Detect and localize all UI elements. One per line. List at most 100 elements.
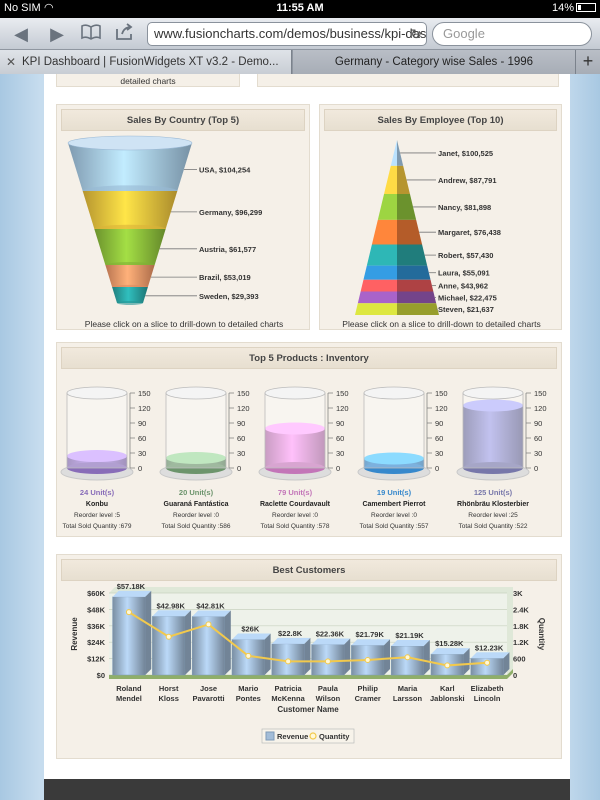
y2-tick-label: 1.8K	[513, 622, 529, 631]
legend-box	[261, 728, 355, 744]
revenue-value-label: $22.8K	[278, 629, 303, 638]
revenue-bar-side	[423, 640, 430, 675]
cylinder-fill	[265, 428, 325, 468]
revenue-bar	[152, 616, 186, 676]
gauge-tick-label: 120	[435, 404, 448, 413]
funnel-slice-usa	[68, 143, 192, 191]
funnel-slice-sweden	[112, 287, 148, 303]
inventory-value: 79 Unit(s)	[278, 488, 313, 497]
pyramid-slice-shade	[397, 165, 410, 195]
quantity-point	[205, 621, 212, 628]
previous-panel-fragment: detailed charts	[56, 74, 240, 87]
gauge-tick-label: 0	[237, 464, 241, 473]
new-tab-icon[interactable]: +	[575, 50, 600, 74]
cylinder-rim	[66, 386, 128, 400]
funnel-top-rim	[67, 135, 193, 151]
cylinder-fill	[463, 405, 523, 468]
cylinder-glass	[462, 392, 524, 469]
reorder-level: Reorder level :0	[173, 512, 219, 519]
category-label: Pontes	[236, 694, 261, 703]
y2-tick-label: 2.4K	[513, 605, 529, 614]
revenue-bar-top	[271, 637, 311, 644]
dashboard-content: detailed charts Sales By Country (Top 5)…	[44, 74, 570, 779]
cylinder-rim	[462, 386, 524, 400]
revenue-bar-side	[264, 633, 271, 675]
category-label: Jablonski	[430, 694, 465, 703]
revenue-bar	[112, 596, 146, 676]
revenue-value-label: $21.19K	[395, 631, 424, 640]
panel-title: Best Customers	[61, 559, 557, 581]
web-page: detailed charts Sales By Country (Top 5)…	[0, 74, 600, 800]
battery-indicator: 14%	[552, 2, 596, 14]
revenue-bar-side	[384, 639, 391, 675]
quantity-point	[364, 656, 371, 663]
forward-icon[interactable]: ▶	[50, 24, 64, 44]
page-footer	[44, 779, 570, 800]
inventory-gauges: 150 120 90 60 30 0 24 Unit(s) Konbu Reorder leve…	[60, 386, 547, 530]
gauge-tick-label: 30	[534, 449, 542, 458]
reorder-level: Reorder level :0	[371, 512, 417, 519]
tab-bar: ✕ KPI Dashboard | FusionWidgets XT v3.2 …	[0, 50, 600, 74]
y-tick-label: $36K	[87, 622, 106, 631]
pyramid-slice-anne	[360, 279, 397, 292]
product-name: Raclette Courdavault	[260, 501, 331, 508]
search-field[interactable]: Google	[432, 22, 592, 46]
pyramid-chart: Janet, $100,525 Andrew, $87,791 Nancy, $81…	[355, 140, 501, 315]
wifi-icon: ◠	[44, 2, 54, 14]
gauge-tick-label: 0	[336, 464, 340, 473]
revenue-bar-side	[185, 610, 192, 675]
quantity-point	[484, 659, 491, 666]
gauge-tick-label: 0	[435, 464, 439, 473]
quantity-point	[165, 633, 172, 640]
cylinder-gauge: 150 120 90 60 30 0	[159, 386, 250, 481]
funnel-slice-edge	[117, 301, 143, 305]
close-icon[interactable]: ✕	[6, 55, 17, 69]
quantity-point	[245, 652, 252, 659]
revenue-bar-side	[463, 648, 470, 675]
pyramid-slice-shade	[397, 279, 434, 292]
reload-icon[interactable]: ↻	[410, 26, 422, 42]
drilldown-note: Please click on a slice to drill-down to…	[342, 319, 541, 329]
tab-kpi-dashboard[interactable]: ✕ KPI Dashboard | FusionWidgets XT v3.2 …	[0, 50, 292, 74]
pyramid-label: Laura, $55,091	[438, 269, 490, 278]
pyramid-slice-shade	[397, 244, 428, 266]
share-icon[interactable]	[112, 23, 138, 45]
product-name: Camembert Pierrot	[362, 501, 426, 508]
pyramid-slice-janet	[390, 140, 397, 166]
pyramid-slice-shade	[397, 140, 404, 166]
revenue-bar-top	[112, 590, 152, 597]
gauge-tick-label: 60	[435, 434, 443, 443]
pyramid-label: Steven, $21,637	[438, 305, 494, 314]
category-label: Jose	[200, 684, 217, 693]
category-label: Elizabeth	[471, 684, 504, 693]
y-tick-label: $60K	[87, 589, 106, 598]
tab-germany-sales[interactable]: Germany - Category wise Sales - 1996	[293, 50, 575, 74]
revenue-value-label: $15.28K	[435, 639, 464, 648]
pyramid-label: Nancy, $81,898	[438, 203, 491, 212]
bookmarks-icon[interactable]	[78, 23, 104, 45]
pyramid-slice-andrew	[384, 165, 397, 195]
y2-axis-title: Quantity	[537, 618, 546, 651]
gauge-tick-label: 150	[138, 389, 151, 398]
revenue-bar-top	[351, 639, 391, 646]
pyramid-slice-margaret	[371, 219, 397, 245]
cylinder-fill-top	[463, 399, 523, 412]
cylinder-fill-top	[364, 452, 424, 465]
url-field[interactable]: www.fusioncharts.com/demos/business/kpi-…	[147, 22, 427, 46]
funnel-label: Austria, $61,577	[199, 245, 256, 254]
carrier-label: No SIM	[4, 2, 41, 14]
y-tick-label: $24K	[87, 638, 106, 647]
back-icon[interactable]: ◀	[14, 24, 28, 44]
cylinder-gauge: 150 120 90 60 30 0	[258, 386, 349, 481]
pyramid-slice-steven	[355, 303, 397, 315]
url-text: www.fusioncharts.com/demos/business/kpi-…	[154, 26, 427, 41]
gauge-tick-label: 90	[237, 419, 245, 428]
revenue-bar-side	[224, 610, 231, 675]
y-tick-label: $12K	[87, 655, 106, 664]
reorder-level: Reorder level :5	[74, 512, 120, 519]
reorder-level: Reorder level :25	[468, 512, 518, 519]
cylinder-fill-top	[265, 422, 325, 435]
revenue-bar	[390, 645, 425, 676]
drilldown-note: Please click on a slice to drill-down to…	[84, 319, 284, 329]
y2-tick-label: 0	[513, 671, 517, 680]
